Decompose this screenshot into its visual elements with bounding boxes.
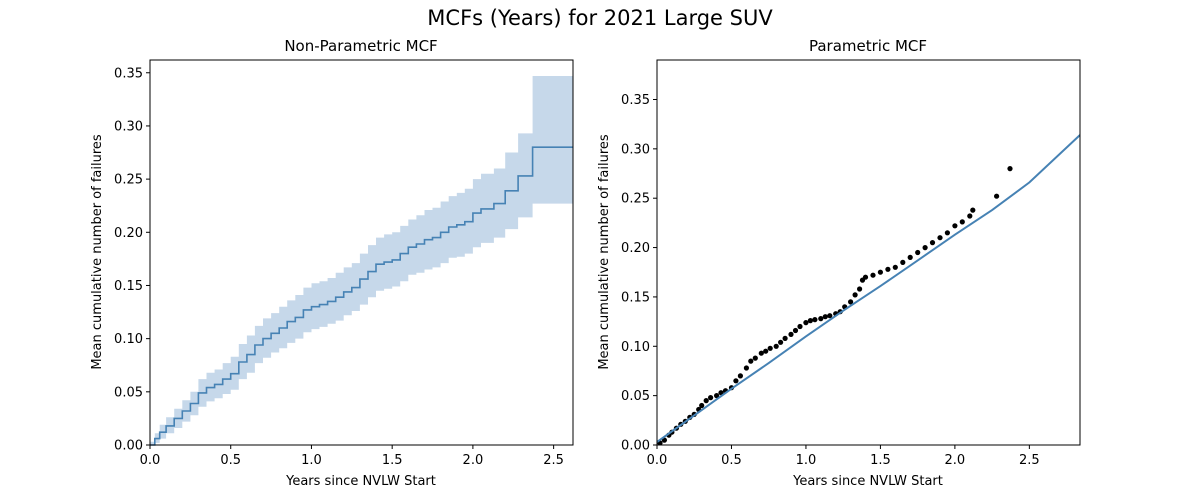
observed-point (967, 213, 973, 219)
right-y-tick-label: 0.20 (621, 241, 650, 256)
right-x-tick-label: 1.5 (870, 453, 891, 468)
parametric-mcf-panel: Parametric MCF 0.0 0.5 1.0 1.5 2.0 2.50.000.0… (597, 37, 1081, 489)
observed-point (900, 259, 906, 265)
left-plot-area: 0.0 0.5 1.0 1.5 2.0 2.5 0.00 0.05 0.10 0.15 0.20 0.… (114, 59, 574, 468)
left-x-tick-label: 0.0 (140, 453, 161, 468)
left-x-tick-label: 1.0 (301, 453, 322, 468)
left-x-axis-label: Years since NVLW Start (285, 474, 436, 489)
left-x-tick-label: 2.0 (463, 453, 484, 468)
observed-point (994, 193, 1000, 199)
left-y-axis-label: Mean cumulative number of failures (90, 134, 105, 370)
observed-point (743, 365, 750, 371)
left-chart-title: Non-Parametric MCF (284, 37, 437, 55)
observed-point (907, 254, 913, 260)
left-y-tick-label: 0.15 (114, 279, 143, 294)
observed-point (733, 378, 739, 384)
observed-point (803, 320, 809, 326)
left-y-tick-label: 0.20 (114, 226, 143, 241)
observed-point (807, 318, 814, 324)
left-x-tick-label: 0.5 (220, 453, 241, 468)
observed-point (877, 269, 884, 275)
observed-point (773, 343, 779, 349)
observed-point (778, 339, 784, 345)
mcf-step-line (150, 146, 573, 446)
observed-point (737, 373, 744, 379)
left-y-tick-label: 0.25 (114, 173, 143, 188)
observed-point (748, 358, 754, 364)
observed-point (862, 274, 869, 280)
observed-point (1007, 166, 1013, 172)
observed-point (714, 393, 720, 399)
observed-point (852, 292, 858, 298)
observed-point (827, 313, 833, 319)
observed-point (767, 345, 773, 351)
observed-point (959, 219, 965, 225)
left-axes-frame (149, 59, 574, 446)
observed-point (788, 331, 794, 337)
right-y-axis-label: Mean cumulative number of failures (597, 134, 612, 370)
observed-point (708, 395, 714, 401)
left-y-tick-label: 0.05 (114, 385, 143, 400)
observed-point (892, 264, 898, 270)
figure-title: MCFs (Years) for 2021 Large SUV (427, 6, 773, 30)
observed-point (870, 272, 876, 278)
observed-point (752, 355, 758, 361)
observed-point (758, 350, 764, 356)
right-x-tick-label: 0.0 (647, 453, 668, 468)
observed-point (885, 266, 891, 272)
right-x-axis-label: Years since NVLW Start (792, 474, 943, 489)
right-y-tick-label: 0.10 (621, 340, 650, 355)
right-y-tick-label: 0.30 (621, 142, 650, 157)
right-x-tick-label: 1.0 (796, 453, 817, 468)
left-y-tick-label: 0.10 (114, 332, 143, 347)
observed-point (929, 240, 936, 246)
left-y-tick-label: 0.35 (114, 66, 143, 81)
left-y-tick-label: 0.30 (114, 119, 143, 134)
observed-point (848, 299, 854, 305)
observed-point (857, 286, 863, 292)
observed-point (699, 402, 705, 409)
observed-point (703, 398, 709, 404)
right-x-tick-label: 0.5 (721, 453, 742, 468)
right-x-tick-label: 2.0 (945, 453, 966, 468)
confidence-band (150, 76, 573, 445)
observed-point (818, 316, 824, 322)
right-y-tick-label: 0.25 (621, 192, 650, 207)
observed-point (944, 230, 951, 236)
observed-point (792, 327, 799, 334)
observed-point (970, 207, 976, 213)
right-plot-area: 0.0 0.5 1.0 1.5 2.0 2.5 0.00 0.05 0.10 0.15 0.20 0.… (621, 59, 1081, 468)
right-chart-title: Parametric MCF (809, 37, 927, 55)
non-parametric-mcf-panel: Non-Parametric MCF 0.0 0.5 1.0 1.5 2.0 2.50.0… (90, 37, 574, 489)
observed-point (812, 317, 818, 323)
right-y-tick-label: 0.05 (621, 389, 650, 404)
right-y-tick-label: 0.00 (621, 439, 650, 454)
right-y-tick-label: 0.35 (621, 93, 650, 108)
observed-point (797, 323, 803, 330)
right-axes-frame (656, 59, 1081, 446)
left-x-tick-label: 1.5 (382, 453, 403, 468)
left-y-tick-label: 0.00 (114, 439, 143, 454)
observed-point (782, 335, 788, 341)
left-x-tick-label: 2.5 (543, 453, 564, 468)
right-y-tick-label: 0.15 (621, 290, 650, 305)
observed-point (822, 314, 828, 320)
observed-point (937, 235, 943, 241)
observed-point (915, 249, 921, 256)
right-x-tick-label: 2.5 (1019, 453, 1040, 468)
observed-point (922, 245, 928, 251)
right-data-layer (657, 134, 1080, 445)
observed-point (718, 390, 724, 396)
observed-point (763, 348, 769, 354)
observed-point (952, 223, 958, 229)
parametric-fit-line (657, 134, 1080, 443)
